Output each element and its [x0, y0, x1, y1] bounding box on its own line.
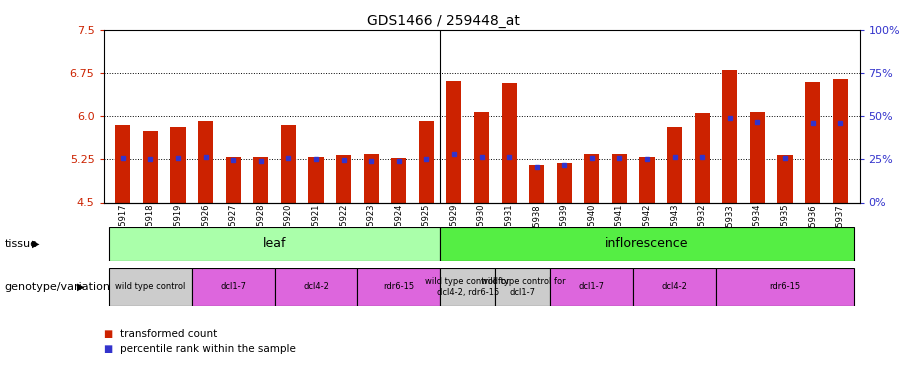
Bar [495, 268, 551, 306]
Text: dcl1-7: dcl1-7 [220, 282, 247, 291]
Text: inflorescence: inflorescence [606, 237, 688, 250]
Text: rdr6-15: rdr6-15 [770, 282, 801, 291]
Bar [418, 121, 434, 202]
Bar [170, 127, 185, 202]
Bar [612, 154, 627, 203]
Bar [446, 81, 462, 203]
Bar [274, 268, 357, 306]
Text: wild type control for
dcl4-2, rdr6-15: wild type control for dcl4-2, rdr6-15 [426, 277, 510, 297]
Bar [357, 268, 440, 306]
Text: tissue: tissue [4, 239, 38, 249]
Bar [109, 227, 440, 261]
Text: ▶: ▶ [32, 239, 39, 249]
Text: dcl4-2: dcl4-2 [303, 282, 328, 291]
Bar [722, 70, 737, 202]
Bar [501, 83, 517, 203]
Text: wild type control: wild type control [115, 282, 185, 291]
Bar [634, 268, 716, 306]
Text: ■: ■ [104, 329, 112, 339]
Bar [805, 82, 820, 203]
Bar [695, 113, 710, 202]
Bar [667, 127, 682, 202]
Text: percentile rank within the sample: percentile rank within the sample [120, 344, 295, 354]
Bar [143, 130, 158, 203]
Bar [529, 165, 544, 202]
Bar [557, 164, 572, 202]
Bar [832, 79, 848, 203]
Bar [336, 155, 351, 203]
Bar [109, 268, 192, 306]
Text: leaf: leaf [263, 237, 286, 250]
Bar [551, 268, 634, 306]
Bar [364, 154, 379, 203]
Bar [474, 112, 489, 202]
Bar [281, 125, 296, 202]
Text: dcl1-7: dcl1-7 [579, 282, 605, 291]
Text: transformed count: transformed count [120, 329, 217, 339]
Bar [750, 112, 765, 202]
Bar [640, 156, 654, 203]
Text: wild type control for
dcl1-7: wild type control for dcl1-7 [481, 277, 565, 297]
Bar [226, 156, 241, 203]
Bar [192, 268, 274, 306]
Title: GDS1466 / 259448_at: GDS1466 / 259448_at [367, 13, 520, 28]
Bar [778, 155, 793, 203]
Bar [392, 158, 406, 203]
Bar [309, 156, 323, 203]
Bar [198, 121, 213, 202]
Bar [440, 268, 495, 306]
Text: ■: ■ [104, 344, 112, 354]
Bar [716, 268, 854, 306]
Bar [253, 156, 268, 203]
Bar [584, 154, 599, 203]
Text: ▶: ▶ [76, 282, 84, 292]
Text: genotype/variation: genotype/variation [4, 282, 111, 292]
Text: dcl4-2: dcl4-2 [662, 282, 688, 291]
Bar [115, 125, 130, 202]
Bar [440, 227, 854, 261]
Text: rdr6-15: rdr6-15 [383, 282, 414, 291]
